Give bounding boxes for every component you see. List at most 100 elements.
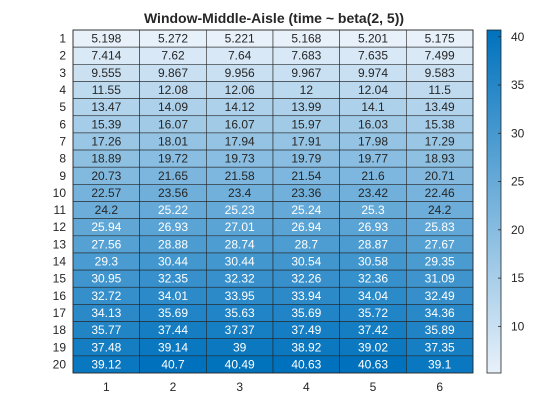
- cell-value-label: 13.49: [425, 100, 455, 114]
- cell-value-label: 29.35: [425, 255, 455, 269]
- cell-value-label: 26.93: [358, 220, 388, 234]
- cell-value-label: 15.97: [291, 117, 321, 131]
- cell-value-label: 38.92: [291, 340, 321, 354]
- cell-value-label: 7.683: [291, 49, 321, 63]
- cell-value-label: 25.23: [225, 203, 255, 217]
- x-tick-label: 4: [303, 380, 310, 394]
- y-tick-label: 16: [53, 289, 67, 303]
- cell-value-label: 7.635: [358, 49, 388, 63]
- cell-value-label: 40.63: [291, 357, 321, 371]
- x-tick-label: 6: [436, 380, 443, 394]
- colorbar-gradient: [486, 29, 502, 374]
- cell-value-label: 40.63: [358, 357, 388, 371]
- cell-value-label: 31.09: [425, 272, 455, 286]
- cell-value-label: 7.499: [425, 49, 455, 63]
- cell-value-label: 28.87: [358, 237, 388, 251]
- cell-value-label: 25.22: [158, 203, 188, 217]
- y-tick-label: 9: [59, 169, 66, 183]
- cell-value-label: 39.02: [358, 340, 388, 354]
- cell-value-label: 9.555: [91, 66, 121, 80]
- colorbar-tick-label: 25: [511, 175, 525, 189]
- cell-value-label: 32.32: [225, 272, 255, 286]
- cell-value-label: 23.42: [358, 186, 388, 200]
- cell-value-label: 25.24: [291, 203, 321, 217]
- cell-value-label: 39.12: [91, 357, 121, 371]
- cell-value-label: 12: [300, 83, 314, 97]
- cell-value-label: 40.7: [161, 357, 185, 371]
- cell-value-label: 34.01: [158, 289, 188, 303]
- x-tick-label: 3: [236, 380, 243, 394]
- cell-value-label: 30.44: [158, 255, 188, 269]
- cell-value-label: 14.09: [158, 100, 188, 114]
- cell-value-label: 27.56: [91, 237, 121, 251]
- cell-value-label: 11.55: [92, 83, 121, 97]
- cell-value-label: 37.35: [425, 340, 455, 354]
- cell-value-label: 13.47: [91, 100, 121, 114]
- cell-value-label: 9.967: [291, 66, 321, 80]
- colorbar-tick-label: 40: [511, 30, 525, 44]
- cell-value-label: 14.12: [225, 100, 255, 114]
- cell-value-label: 30.54: [291, 255, 321, 269]
- cell-value-label: 28.88: [158, 237, 188, 251]
- y-tick-label: 4: [59, 83, 66, 97]
- cell-value-label: 21.54: [291, 169, 321, 183]
- cell-value-label: 22.46: [425, 186, 455, 200]
- cell-value-label: 5.198: [91, 32, 121, 46]
- x-tick-label: 2: [170, 380, 177, 394]
- cell-value-label: 32.36: [358, 272, 388, 286]
- y-tick-label: 5: [59, 100, 66, 114]
- cell-value-label: 12.08: [158, 83, 188, 97]
- cell-value-label: 27.01: [225, 220, 255, 234]
- cell-value-label: 40.49: [225, 357, 255, 371]
- cell-value-label: 17.98: [358, 134, 388, 148]
- x-tick-label: 5: [370, 380, 377, 394]
- colorbar-tick-label: 30: [511, 126, 525, 140]
- cell-value-label: 27.67: [425, 237, 455, 251]
- cell-value-label: 30.44: [225, 255, 255, 269]
- cell-value-label: 25.3: [361, 203, 385, 217]
- cell-value-label: 33.95: [225, 289, 255, 303]
- cell-value-label: 23.56: [158, 186, 188, 200]
- colorbar-tick-label: 10: [511, 319, 525, 333]
- y-tick-label: 2: [59, 49, 66, 63]
- cell-value-label: 7.64: [228, 49, 252, 63]
- y-tick-label: 10: [53, 186, 67, 200]
- y-tick-label: 1: [59, 32, 66, 46]
- colorbar-tick-label: 15: [511, 271, 525, 285]
- y-tick-label: 7: [59, 134, 66, 148]
- cell-value-label: 32.35: [158, 272, 188, 286]
- cell-value-label: 9.867: [158, 66, 188, 80]
- plot-frame: [72, 29, 474, 374]
- cell-value-label: 18.89: [91, 152, 121, 166]
- cell-value-label: 9.974: [358, 66, 388, 80]
- cell-value-label: 35.63: [225, 306, 255, 320]
- cell-value-label: 19.73: [225, 152, 255, 166]
- y-tick-label: 12: [53, 220, 67, 234]
- cell-value-label: 35.69: [158, 306, 188, 320]
- cell-value-label: 19.79: [291, 152, 321, 166]
- cell-value-label: 39.14: [158, 340, 188, 354]
- cell-value-label: 5.201: [358, 32, 388, 46]
- cell-value-label: 37.48: [91, 340, 121, 354]
- cell-value-label: 35.72: [358, 306, 388, 320]
- cell-value-label: 24.2: [95, 203, 119, 217]
- y-tick-label: 11: [54, 203, 67, 217]
- cell-value-label: 16.03: [358, 117, 388, 131]
- cell-value-label: 17.26: [91, 134, 121, 148]
- cell-value-label: 28.7: [295, 237, 319, 251]
- cell-value-label: 21.58: [225, 169, 255, 183]
- cell-value-label: 7.414: [91, 49, 121, 63]
- cell-value-label: 21.6: [361, 169, 385, 183]
- x-tick-label: 1: [103, 380, 110, 394]
- y-tick-label: 19: [53, 340, 67, 354]
- colorbar-tick-label: 20: [511, 223, 525, 237]
- cell-value-label: 20.71: [425, 169, 455, 183]
- cell-value-label: 35.89: [425, 323, 455, 337]
- cell-value-label: 33.94: [291, 289, 321, 303]
- x-axis-ticks: 1 2 3 4 5 6: [103, 380, 443, 394]
- cell-value-label: 34.04: [358, 289, 388, 303]
- cell-value-label: 37.37: [225, 323, 255, 337]
- colorbar-tick-label: 35: [511, 78, 525, 92]
- cell-value-label: 39: [233, 340, 247, 354]
